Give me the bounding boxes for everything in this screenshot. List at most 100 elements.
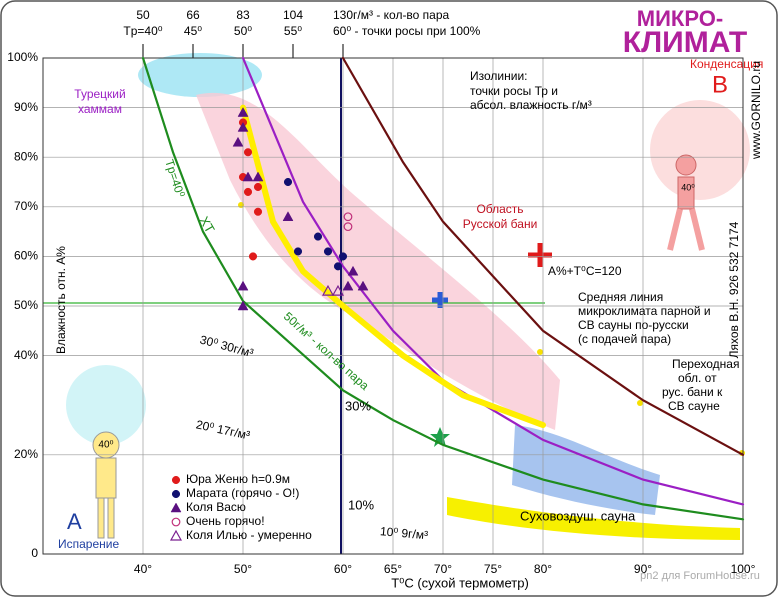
figure-right: [667, 154, 705, 251]
top-tick-label: 83: [236, 8, 250, 22]
glow: [650, 100, 750, 200]
glow: [66, 365, 146, 445]
point: [342, 280, 354, 291]
annotation: 30%: [345, 398, 371, 413]
annotation: рус. бани к: [662, 385, 723, 399]
top-tick-sublabel: 55⁰: [284, 24, 302, 38]
curve: [240, 104, 546, 429]
legend-swatch: [171, 517, 181, 527]
russian-bath-zone: [196, 92, 560, 430]
x-tick-label: 70°: [434, 562, 452, 576]
point: [253, 207, 263, 216]
curve: [341, 56, 745, 456]
point: [343, 212, 353, 222]
dry-sauna-zone: [447, 497, 740, 540]
curve: [241, 56, 745, 506]
title: КЛИМАТ: [623, 26, 747, 59]
point: [243, 148, 253, 157]
point: [242, 171, 254, 182]
legend-label: Коля Илью - умеренно: [186, 528, 312, 542]
annotation: хаммам: [78, 102, 122, 116]
x-tick-label: 80°: [534, 562, 552, 576]
annotation: микроклимата парной и: [578, 304, 711, 318]
legend-label: Коля Васю: [186, 500, 246, 514]
annotation: Русской бани: [463, 217, 538, 231]
point: [253, 182, 263, 192]
point: [313, 232, 323, 241]
point: [347, 265, 359, 276]
y-tick-label: 50%: [14, 298, 38, 312]
plot-area: 0 20% 40% 50% 60% 70% 80% 90% 100% 40° 50° 60° 65° 70…: [7, 8, 755, 576]
point: [237, 121, 249, 132]
title: МИКРО-: [637, 6, 723, 31]
point: [333, 262, 343, 271]
top-tick-sublabel: 50⁰: [234, 24, 252, 38]
point: [232, 136, 244, 147]
annotation: A%+T⁰C=120: [548, 264, 622, 278]
figure-left: [92, 431, 120, 539]
annotation: абсол. влажность г/м³: [470, 98, 592, 112]
annotation: 10%: [348, 497, 374, 512]
legend-swatch: [171, 475, 181, 485]
annotation: СВ сауны по-русски: [578, 318, 689, 332]
annotation: Турецкий: [74, 87, 125, 101]
annotation: Суховоздуш. сауна: [520, 508, 636, 523]
point: [283, 177, 293, 187]
point: [293, 247, 303, 256]
annotation: Испарение: [58, 537, 119, 551]
annotation: Область: [476, 202, 523, 216]
x-tick-label: 90°: [634, 562, 652, 576]
legend-swatch: [171, 489, 181, 499]
top-tick-label: 130г/м³ - кол-во пара: [333, 8, 450, 22]
marker-cross: [528, 243, 552, 267]
top-tick-label: 50: [136, 8, 150, 22]
y-tick-label: 40%: [14, 348, 38, 362]
x-tick-label: 65°: [384, 562, 402, 576]
top-tick-sublabel: 60⁰ - точки росы при 100%: [333, 24, 481, 38]
y-tick-label: 80%: [14, 149, 38, 163]
x-tick-label: 50°: [234, 562, 252, 576]
x-tick-label: 100°: [731, 562, 756, 576]
annotation: Переходная: [672, 357, 739, 371]
y-tick-label: 0: [31, 546, 38, 560]
transition-zone: [512, 425, 660, 515]
annotation: обл. от: [678, 371, 717, 385]
point: [321, 284, 335, 296]
y-tick-label: 20%: [14, 447, 38, 461]
annotation: ХТ: [196, 214, 217, 236]
annotation: (с подачей пара): [578, 332, 671, 346]
point: [237, 280, 249, 291]
point: [331, 284, 345, 296]
annotation: Средняя линия: [578, 290, 663, 304]
top-tick-sublabel: 45⁰: [184, 24, 202, 38]
legend-label: Юра Женю h=0.9м: [186, 472, 290, 486]
point: [237, 300, 249, 311]
annotation: www.GORNILO.ru: [749, 61, 763, 160]
curve: [141, 56, 745, 521]
annotation: СВ сауне: [668, 399, 720, 413]
plot-border: [42, 57, 744, 555]
x-axis-label: T⁰C (сухой термометр): [391, 575, 529, 590]
hammam-zone: [138, 53, 262, 97]
point: [252, 171, 264, 182]
annotation: 40⁰: [681, 182, 695, 192]
annotation: Ляхов В.Н. 926 532 7174: [727, 221, 741, 358]
y-tick-label: 60%: [14, 249, 38, 263]
marker-star: [430, 427, 450, 447]
top-tick-label: 104: [283, 8, 303, 22]
annotation: 10⁰ 9г/м³: [379, 524, 428, 542]
legend-swatch: [169, 529, 183, 541]
top-tick-sublabel: Tр=40⁰: [123, 24, 162, 38]
x-tick-label: 60°: [334, 562, 352, 576]
legend-swatch: [170, 502, 182, 513]
annotation: Конденсация: [690, 57, 763, 71]
point: [243, 187, 253, 196]
y-axis-label: Влажность отн. A%: [54, 246, 68, 354]
y-tick-label: 70%: [14, 199, 38, 213]
point: [248, 252, 258, 261]
annotation: точки росы Тр и: [470, 84, 558, 98]
x-tick-label: 75°: [484, 562, 502, 576]
point: [323, 247, 333, 256]
